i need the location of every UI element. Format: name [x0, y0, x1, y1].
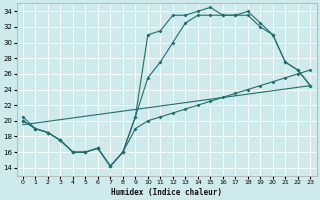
X-axis label: Humidex (Indice chaleur): Humidex (Indice chaleur) — [111, 188, 222, 197]
